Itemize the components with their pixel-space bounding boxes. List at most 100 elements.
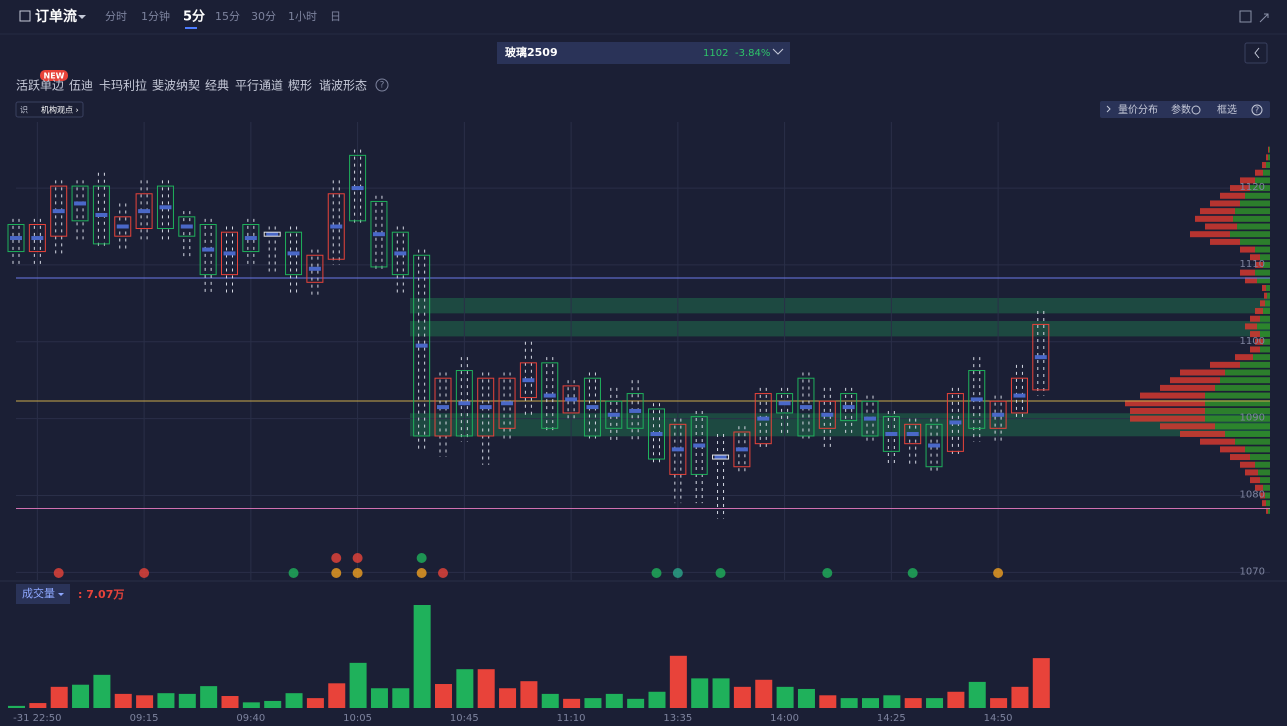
candle-body (434, 377, 452, 437)
indicator[interactable]: 楔形 (288, 79, 312, 93)
candle-poc (928, 443, 941, 448)
signal-icon[interactable] (139, 568, 150, 578)
toolbar-item[interactable]: 参数 (1171, 103, 1191, 116)
toolbar-item[interactable]: 量价分布 (1118, 104, 1158, 116)
candle-body (156, 185, 174, 230)
candle-poc (735, 447, 748, 452)
signal-icon[interactable] (288, 568, 299, 578)
app-title[interactable]: 订单流 (35, 8, 77, 25)
profile-buy (1255, 261, 1263, 268)
volume-bar (93, 674, 111, 708)
signal-icon[interactable] (331, 568, 342, 578)
candle-poc (586, 405, 599, 410)
volume-bar (370, 688, 388, 708)
candle-body (519, 362, 537, 399)
candle-poc (693, 443, 706, 448)
signal-icon[interactable] (907, 568, 918, 578)
candle-body (370, 200, 388, 268)
dropdown-arrow[interactable] (78, 15, 86, 19)
tab[interactable]: 15分 (215, 10, 240, 23)
indicator[interactable]: 卡玛利拉 (99, 78, 147, 93)
signal-icon[interactable] (331, 553, 342, 563)
profile-sell (1215, 423, 1270, 430)
candle-body (562, 385, 580, 414)
volume-label[interactable]: 成交量 (22, 586, 55, 600)
profile-buy (1266, 154, 1268, 161)
volume-selector[interactable] (16, 584, 70, 604)
indicator[interactable]: 谐波形态 (319, 79, 367, 93)
candle-body (925, 423, 943, 468)
candle-poc (31, 236, 44, 241)
candle-body (861, 400, 879, 437)
candle-body (327, 193, 345, 260)
candle-body (541, 362, 559, 429)
profile-buy (1245, 469, 1258, 476)
tag-box[interactable] (15, 101, 84, 118)
profile-buy (1255, 338, 1263, 345)
profile-sell (1266, 162, 1270, 169)
tab[interactable]: 1小时 (288, 10, 317, 23)
candle-body (114, 216, 132, 237)
signal-icon[interactable] (822, 568, 833, 578)
candle-poc (864, 416, 876, 421)
indicator[interactable]: 伍迪 (69, 79, 93, 93)
volume-bar (1032, 658, 1050, 708)
candle-body (71, 185, 89, 222)
profile-buy (1160, 384, 1215, 391)
tag-label[interactable]: 机构观点 › (41, 105, 79, 115)
volume-bar (8, 705, 25, 708)
indicator[interactable]: 活跃单边 (16, 79, 64, 93)
profile-sell (1268, 154, 1270, 161)
volume-bar (285, 693, 303, 708)
indicator[interactable]: 斐波纳契 (152, 79, 200, 93)
expand-icon[interactable] (1259, 13, 1269, 23)
signal-icon[interactable] (715, 568, 726, 578)
x-tick-label: 09:40 (236, 713, 265, 724)
help-text[interactable]: ? (380, 81, 385, 91)
profile-sell (1268, 507, 1270, 514)
tab[interactable]: 5分 (183, 9, 205, 25)
signal-icon[interactable] (53, 568, 64, 578)
signal-icon[interactable] (651, 568, 662, 578)
candle-body (135, 193, 153, 230)
toolbar-item[interactable]: 框选 (1217, 103, 1237, 116)
profile-buy (1130, 415, 1205, 422)
candle-poc (671, 447, 684, 452)
signal-icon[interactable] (438, 568, 448, 578)
indicator[interactable]: 平行通道 (235, 79, 283, 93)
signal-icon[interactable] (352, 553, 363, 563)
signal-icon[interactable] (416, 553, 427, 563)
profile-buy (1140, 392, 1205, 399)
tab[interactable]: 30分 (251, 10, 276, 23)
toolbar-help-circle[interactable] (1251, 104, 1263, 116)
profile-sell (1269, 146, 1270, 153)
candle-poc (522, 378, 535, 383)
collapse-button[interactable] (1244, 42, 1268, 64)
profile-sell (1255, 177, 1270, 184)
tab[interactable]: 分时 (105, 10, 127, 23)
volume-arrow[interactable] (58, 593, 64, 596)
signal-icon[interactable] (672, 568, 683, 578)
instrument-box[interactable] (497, 42, 790, 64)
instrument-arrow[interactable] (772, 48, 784, 55)
plot: 1070 1080 1090 1100 1110 1120 -31 22:50 09:15 09… (0, 122, 1287, 724)
toolbar-help[interactable]: ? (1255, 106, 1259, 115)
profile-sell (1267, 292, 1270, 299)
profile-sell (1260, 254, 1270, 261)
signal-icon[interactable] (352, 568, 363, 578)
profile-sell (1255, 269, 1270, 276)
indicator[interactable]: 经典 (205, 79, 229, 93)
x-tick-label: 14:00 (770, 713, 799, 724)
candle-body (413, 254, 431, 437)
profile-buy (1260, 492, 1265, 499)
help-circle[interactable] (375, 78, 389, 92)
tab[interactable]: 1分钟 (141, 9, 170, 23)
profile-sell (1220, 377, 1270, 384)
profile-sell (1260, 346, 1270, 353)
signal-icon[interactable] (416, 568, 427, 578)
candle-body (50, 185, 68, 237)
toolbar-arrow[interactable] (1106, 105, 1111, 113)
signal-icon[interactable] (993, 568, 1004, 578)
layout-icon[interactable] (1239, 10, 1252, 23)
tab[interactable]: 日 (330, 10, 341, 23)
